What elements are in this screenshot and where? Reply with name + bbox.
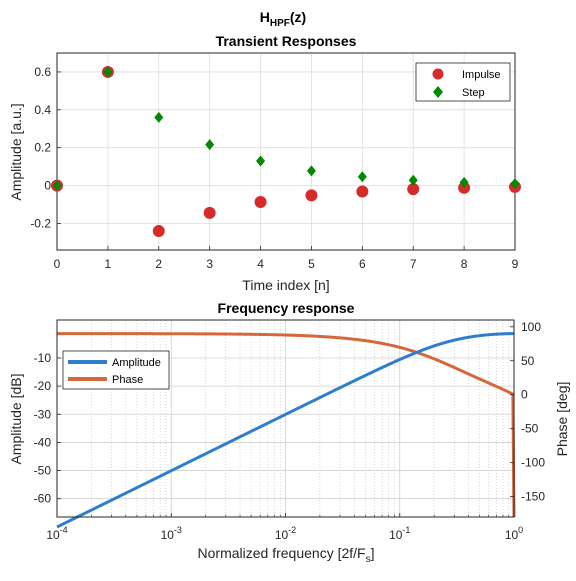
- transient-axes-box: [56, 52, 516, 251]
- impulse-point: [203, 206, 216, 219]
- transient-xtick-label: 3: [206, 257, 213, 271]
- frequency-title: Frequency response: [218, 300, 355, 316]
- legend-phase-label: Phase: [112, 374, 143, 386]
- frequency-ylabel-right: Phase [deg]: [554, 382, 570, 457]
- frequency-ytick-label-right: -100: [521, 456, 545, 470]
- transient-title: Transient Responses: [216, 33, 357, 49]
- transient-chart: 0 1 2 3 4 5 6 7 8 9 -0.2 0 0.2 0.4 0.6 Transient Respo…: [8, 33, 521, 293]
- transient-ytick-label: 0.2: [34, 141, 51, 155]
- frequency-ticks: 10-4 10-3 10-2 10-1 100 -60 -50 -40 -30 -20 -10 -15…: [34, 320, 546, 542]
- frequency-chart: 10-4 10-3 10-2 10-1 100 -60 -50 -40 -30 -20 -10 -15…: [8, 300, 570, 565]
- step-point: [357, 171, 367, 183]
- frequency-ytick-label-left: -30: [34, 407, 52, 421]
- frequency-lines: [56, 332, 516, 529]
- frequency-legend-box: [62, 350, 170, 390]
- transient-ytick-label: 0.4: [34, 103, 51, 117]
- frequency-xtick-label: 10-1: [389, 525, 410, 542]
- frequency-ylabel-left: Amplitude [dB]: [8, 373, 24, 464]
- frequency-ytick-label-right: -50: [521, 422, 539, 436]
- step-point: [205, 139, 215, 151]
- transient-ytick-label: -0.2: [30, 216, 51, 230]
- frequency-ytick-label-right: 100: [521, 320, 541, 334]
- legend-impulse-marker: [432, 68, 444, 80]
- frequency-xlabel-tail: ]: [371, 545, 375, 561]
- transient-ytick-label: 0.6: [34, 65, 51, 79]
- frequency-ytick-label-left: -40: [34, 435, 52, 449]
- frequency-xtick-label: 10-2: [275, 525, 296, 542]
- step-point: [256, 155, 266, 167]
- step-point: [510, 178, 520, 190]
- frequency-ytick-label-right: 0: [521, 388, 528, 402]
- impulse-point: [305, 189, 318, 202]
- transient-ytick-label: 0: [44, 179, 51, 193]
- transient-xtick-label: 6: [359, 257, 366, 271]
- transient-xtick-label: 0: [54, 257, 61, 271]
- step-point: [103, 66, 113, 78]
- phase-line: [57, 332, 516, 518]
- suptitle-main: H: [260, 9, 270, 25]
- transient-legend-box: [415, 62, 511, 102]
- frequency-xlabel-main: Normalized frequency [2f/F: [198, 545, 366, 561]
- figure-suptitle: HHPF(z): [260, 9, 306, 29]
- step-point: [154, 111, 164, 123]
- impulse-point: [254, 195, 267, 208]
- frequency-xtick-label: 10-4: [46, 525, 67, 542]
- frequency-legend[interactable]: Amplitude Phase: [62, 350, 170, 390]
- impulse-point: [356, 185, 369, 198]
- legend-impulse-label: Impulse: [462, 69, 501, 81]
- legend-step-marker: [433, 86, 443, 98]
- impulse-point: [152, 225, 165, 238]
- suptitle-tail: (z): [290, 9, 306, 25]
- frequency-xlabel-sub: s: [366, 554, 371, 565]
- frequency-ytick-label-right: 50: [521, 354, 535, 368]
- transient-xtick-label: 1: [105, 257, 112, 271]
- frequency-ytick-label-left: -10: [34, 351, 52, 365]
- frequency-ytick-label-left: -60: [34, 492, 52, 506]
- amplitude-line: [56, 332, 514, 529]
- transient-xtick-label: 2: [155, 257, 162, 271]
- transient-ylabel: Amplitude [a.u.]: [8, 103, 24, 200]
- frequency-xlabel: Normalized frequency [2f/Fs]: [198, 545, 375, 565]
- transient-xlabel: Time index [n]: [242, 277, 329, 293]
- frequency-ytick-label-right: -150: [521, 490, 545, 504]
- frequency-xtick-label: 100: [505, 525, 523, 542]
- step-point: [459, 176, 469, 188]
- frequency-ytick-label-left: -50: [34, 464, 52, 478]
- legend-step-label: Step: [462, 87, 485, 99]
- step-point: [306, 165, 316, 177]
- step-point: [52, 180, 62, 192]
- transient-xtick-label: 4: [257, 257, 264, 271]
- frequency-ytick-label-left: -20: [34, 379, 52, 393]
- step-point: [408, 174, 418, 186]
- legend-amplitude-label: Amplitude: [112, 357, 161, 369]
- transient-xtick-label: 5: [308, 257, 315, 271]
- transient-ticks: 0 1 2 3 4 5 6 7 8 9 -0.2 0 0.2 0.4 0.6: [30, 65, 518, 271]
- transient-xtick-label: 8: [461, 257, 468, 271]
- transient-marks: [51, 65, 521, 238]
- impulse-point: [407, 183, 420, 196]
- transient-xtick-label: 7: [410, 257, 417, 271]
- transient-xtick-label: 9: [512, 257, 519, 271]
- suptitle-sub: HPF: [270, 18, 290, 29]
- transient-legend[interactable]: Impulse Step: [415, 62, 511, 102]
- frequency-xtick-label: 10-3: [161, 525, 182, 542]
